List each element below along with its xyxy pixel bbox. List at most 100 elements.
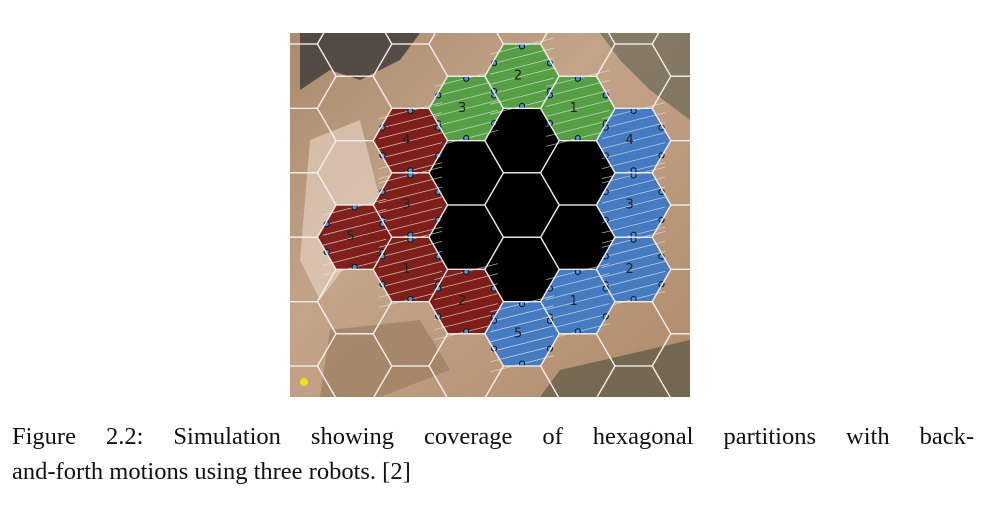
- partition-label: 1: [570, 294, 578, 309]
- partition-cell: 3: [596, 166, 671, 244]
- partition-cell: 3: [373, 166, 448, 244]
- sweep-path: [490, 335, 554, 353]
- partition-label: 3: [402, 198, 410, 213]
- sweep-path: [490, 47, 554, 65]
- sweep-path: [490, 305, 554, 323]
- partition-label: 3: [458, 101, 466, 116]
- center-cell: [429, 140, 504, 205]
- sweep-path: [434, 313, 498, 330]
- sweep-path: [490, 345, 554, 363]
- grid-hex: [206, 205, 280, 269]
- partition-cell: 2: [484, 37, 560, 115]
- grid-hex: [651, 139, 690, 206]
- sweep-path: [490, 315, 554, 333]
- figure-image: 3 2 1 4 3 5 1 2 4 3 2 1 5: [206, 33, 726, 420]
- grid-hex: [652, 398, 726, 420]
- center-cell: [540, 205, 615, 270]
- center-cell: [484, 237, 560, 302]
- sweep-path: [601, 271, 666, 288]
- sweep-path: [322, 208, 387, 226]
- sweep-path: [378, 196, 443, 214]
- sweep-path: [490, 325, 554, 343]
- caption-line: and-forth motions using three robots. [2…: [12, 458, 411, 485]
- sweep-path: [546, 313, 610, 330]
- sweep-path: [322, 248, 387, 266]
- sweep-path: [434, 303, 498, 320]
- sweep-path: [601, 241, 666, 258]
- grid-hex: [651, 75, 690, 142]
- sweep-path: [434, 80, 498, 97]
- sweep-path: [378, 241, 443, 258]
- sweep-path: [601, 261, 666, 278]
- grid-hex: [651, 33, 690, 77]
- sweep-path: [378, 216, 443, 234]
- sweep-path: [490, 87, 554, 105]
- sweep-path: [378, 206, 443, 224]
- sweep-path: [378, 122, 443, 139]
- partition-label: 2: [458, 294, 466, 309]
- sweep-path: [434, 120, 498, 137]
- sweep-path: [322, 218, 387, 236]
- sweep-path: [546, 293, 610, 310]
- center-cell: [540, 140, 615, 205]
- grid-hex: [651, 204, 690, 271]
- sweep-path: [601, 186, 666, 204]
- sweep-path: [546, 80, 610, 97]
- grid-hex: [206, 141, 280, 205]
- sweep-path: [434, 110, 498, 127]
- sweep-path: [601, 251, 666, 268]
- sweep-path: [601, 122, 666, 139]
- grid-hex: [206, 76, 280, 140]
- sweep-path: [601, 216, 666, 234]
- partition-label: 2: [625, 262, 633, 277]
- sweep-path: [601, 206, 666, 224]
- partition-label: 5: [514, 326, 522, 341]
- sweep-path: [434, 283, 498, 300]
- sweep-path: [322, 238, 387, 256]
- sweep-path: [378, 271, 443, 288]
- sweep-path: [601, 132, 666, 149]
- sweep-path: [601, 112, 666, 129]
- sweep-path: [378, 152, 443, 169]
- sweep-path: [546, 303, 610, 320]
- partition-label: 1: [402, 262, 410, 277]
- partition-label: 2: [514, 69, 522, 84]
- sweep-path: [434, 293, 498, 310]
- sweep-path: [378, 132, 443, 149]
- sweep-path: [378, 142, 443, 159]
- sweep-path: [378, 186, 443, 204]
- grid-hex: [206, 398, 280, 420]
- partition-cell: 4: [373, 102, 448, 179]
- sweep-path: [546, 120, 610, 137]
- partition-cell: 5: [484, 295, 560, 373]
- sweep-path: [378, 251, 443, 268]
- sweep-path: [601, 152, 666, 169]
- sweep-path: [434, 100, 498, 117]
- sweep-path: [322, 228, 387, 246]
- grid-hex: [206, 269, 280, 333]
- partition-label: 3: [625, 198, 633, 213]
- sweep-path: [601, 281, 666, 298]
- sweep-path: [601, 176, 666, 194]
- sweep-path: [546, 90, 610, 107]
- center-cell: [484, 172, 560, 238]
- partition-label: 5: [346, 230, 354, 245]
- sweep-path: [490, 57, 554, 75]
- grid-hex: [651, 268, 690, 335]
- sweep-path: [601, 196, 666, 214]
- grid-hex: [206, 334, 280, 398]
- partition-cell: 2: [596, 231, 671, 308]
- sweep-path: [378, 176, 443, 194]
- grid-hex: [429, 398, 503, 420]
- partition-label: 4: [402, 133, 410, 148]
- sweep-path: [546, 273, 610, 290]
- grid-hex: [541, 398, 615, 420]
- sweep-path: [601, 142, 666, 159]
- partition-cell: 1: [540, 263, 615, 340]
- sweep-path: [378, 261, 443, 278]
- sweep-path: [378, 281, 443, 298]
- grid-hex: [651, 333, 690, 397]
- sweep-path: [434, 273, 498, 290]
- center-cell: [484, 108, 560, 173]
